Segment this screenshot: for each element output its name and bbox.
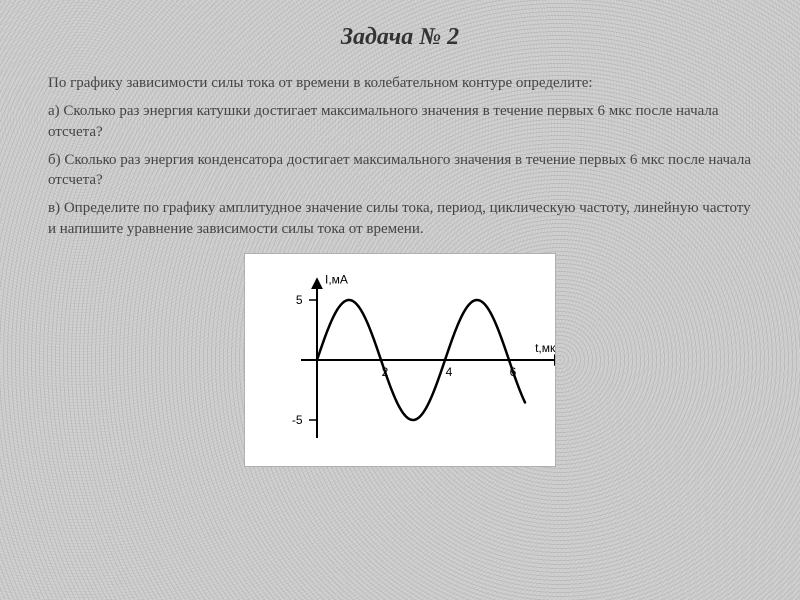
question-b: б) Сколько раз энергия конденсатора дост…	[48, 150, 752, 191]
chart-panel: 2465-5I,мАt,мкс	[244, 253, 556, 467]
problem-title: Задача № 2	[48, 24, 752, 51]
question-c: в) Определите по графику амплитудное зна…	[48, 198, 752, 239]
svg-text:I,мА: I,мА	[325, 272, 348, 286]
intro-text: По графику зависимости силы тока от врем…	[48, 73, 752, 93]
svg-text:5: 5	[296, 293, 303, 307]
slide-content: Задача № 2 По графику зависимости силы т…	[0, 0, 800, 467]
svg-text:-5: -5	[292, 413, 303, 427]
svg-text:t,мкс: t,мкс	[535, 341, 555, 355]
svg-text:4: 4	[446, 365, 453, 379]
oscillation-chart: 2465-5I,мАt,мкс	[245, 254, 555, 466]
question-a: а) Сколько раз энергия катушки достигает…	[48, 101, 752, 142]
